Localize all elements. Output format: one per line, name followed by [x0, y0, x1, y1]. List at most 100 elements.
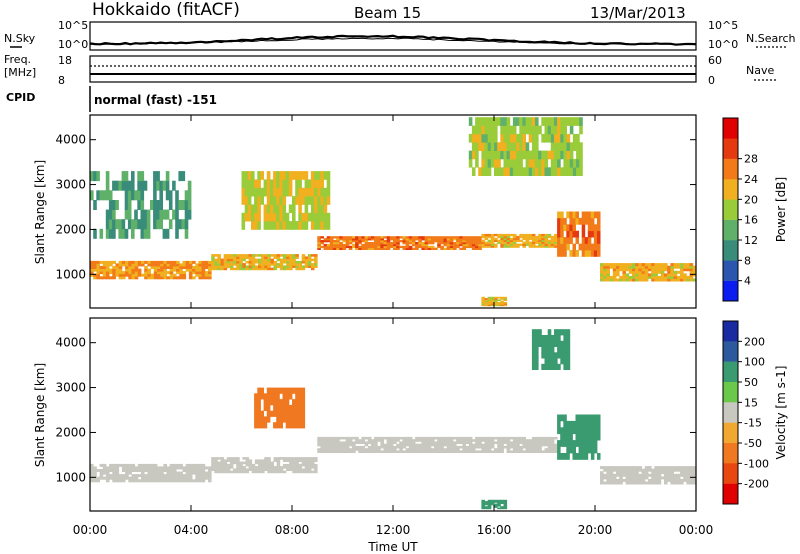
data-cell: [606, 268, 610, 272]
data-cell: [128, 271, 132, 275]
data-cell: [689, 476, 694, 480]
data-cell: [109, 268, 113, 272]
data-cell: [163, 469, 167, 472]
data-cell: [153, 479, 158, 483]
data-cell: [292, 258, 296, 262]
data-cell: [102, 263, 107, 267]
data-cell: [314, 459, 318, 462]
data-cell: [471, 167, 476, 176]
data-cell: [260, 196, 264, 205]
data-cell: [676, 481, 681, 485]
data-cell: [163, 466, 167, 470]
data-cell: [273, 459, 278, 462]
data-cell: [264, 461, 268, 465]
data-cell: [609, 265, 614, 269]
data-cell: [131, 273, 136, 277]
colorbar-tick-label: 16: [744, 214, 758, 227]
data-cell: [185, 471, 190, 475]
data-cell: [581, 243, 586, 251]
data-cell: [112, 273, 116, 277]
data-cell: [182, 271, 187, 275]
data-cell: [251, 468, 256, 471]
data-cell: [654, 481, 658, 485]
data-cell: [503, 245, 508, 248]
data-cell: [547, 235, 552, 239]
data-cell: [538, 439, 542, 442]
data-cell: [153, 171, 157, 182]
data-cell: [509, 445, 514, 449]
data-cell: [239, 263, 243, 266]
data-cell: [581, 420, 586, 428]
data-cell: [166, 266, 171, 269]
data-cell: [239, 466, 243, 469]
data-cell: [137, 273, 142, 277]
data-cell: [648, 268, 652, 272]
data-cell: [298, 221, 302, 230]
data-cell: [560, 133, 564, 143]
data-cell: [188, 463, 193, 467]
data-cell: [622, 473, 626, 477]
data-cell: [657, 471, 662, 475]
data-cell: [301, 457, 306, 460]
data-cell: [625, 478, 630, 482]
data-cell: [557, 230, 561, 238]
data-cell: [147, 260, 151, 264]
data-cell: [434, 450, 438, 453]
data-cell: [292, 410, 296, 417]
data-cell: [644, 466, 649, 470]
data-cell: [251, 466, 256, 469]
data-cell: [105, 266, 110, 269]
data-cell: [166, 271, 171, 275]
data-cell: [557, 237, 561, 244]
data-cell: [547, 133, 552, 143]
data-cell: [590, 420, 595, 428]
data-cell: [124, 190, 129, 201]
data-cell: [531, 241, 536, 244]
colorbar-label: Velocity [m s-1]: [774, 366, 788, 460]
data-cell: [566, 335, 571, 342]
data-cell: [121, 219, 126, 230]
data-cell: [254, 221, 258, 230]
data-cell: [686, 275, 690, 279]
data-cell: [490, 445, 495, 449]
colorbar-swatch: [723, 361, 738, 383]
data-cell: [276, 254, 281, 257]
data-cell: [172, 276, 177, 280]
data-cell: [628, 278, 633, 282]
data-cell: [606, 270, 610, 274]
data-cell: [497, 142, 501, 151]
data-cell: [208, 479, 212, 483]
data-cell: [560, 414, 564, 422]
data-cell: [616, 263, 620, 267]
data-cell: [490, 303, 495, 305]
data-cell: [339, 243, 343, 247]
data-cell: [342, 240, 347, 243]
data-cell: [137, 479, 142, 483]
data-cell: [550, 352, 555, 359]
data-cell: [374, 245, 378, 249]
data-cell: [481, 142, 485, 151]
data-cell: [421, 443, 425, 447]
data-cell: [108, 228, 113, 239]
data-cell: [242, 466, 246, 469]
data-cell: [449, 443, 454, 447]
data-cell: [157, 266, 161, 269]
data-cell: [557, 117, 561, 126]
data-cell: [96, 476, 100, 480]
data-cell: [575, 230, 579, 238]
data-cell: [525, 445, 530, 449]
data-cell: [179, 263, 183, 267]
data-cell: [134, 479, 139, 483]
data-cell: [90, 463, 94, 467]
data-cell: [198, 260, 202, 264]
data-cell: [304, 221, 309, 230]
data-cell: [236, 463, 240, 467]
data-cell: [211, 457, 215, 460]
data-cell: [584, 446, 589, 454]
data-cell: [314, 463, 318, 467]
data-cell: [478, 436, 482, 440]
data-cell: [195, 266, 199, 269]
data-cell: [503, 133, 508, 143]
data-cell: [522, 150, 526, 160]
data-cell: [644, 473, 649, 477]
